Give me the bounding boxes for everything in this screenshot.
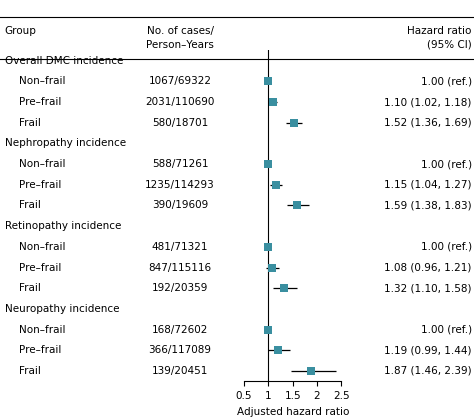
Text: 481/71321: 481/71321 [152,242,209,252]
Text: 1.00 (ref.): 1.00 (ref.) [420,76,472,86]
Text: Group: Group [5,26,36,36]
Text: 390/19609: 390/19609 [152,200,208,210]
Text: Non–frail: Non–frail [19,242,65,252]
Text: 1.59 (1.38, 1.83): 1.59 (1.38, 1.83) [384,200,472,210]
X-axis label: Adjusted hazard ratio: Adjusted hazard ratio [237,406,349,416]
Text: 1.19 (0.99, 1.44): 1.19 (0.99, 1.44) [384,345,472,355]
Text: 1.08 (0.96, 1.21): 1.08 (0.96, 1.21) [384,263,472,272]
Text: Frail: Frail [19,118,41,128]
Text: 1235/114293: 1235/114293 [145,180,215,190]
Text: 1.32 (1.10, 1.58): 1.32 (1.10, 1.58) [384,283,472,293]
Text: 580/18701: 580/18701 [152,118,208,128]
Text: 847/115116: 847/115116 [148,263,212,272]
Text: 1.00 (ref.): 1.00 (ref.) [420,159,472,169]
Text: No. of cases/
Person–Years: No. of cases/ Person–Years [146,26,214,50]
Text: Frail: Frail [19,283,41,293]
Text: Non–frail: Non–frail [19,325,65,334]
Text: Overall DMC incidence: Overall DMC incidence [5,56,123,66]
Text: Non–frail: Non–frail [19,76,65,86]
Text: Pre–frail: Pre–frail [19,263,61,272]
Text: Non–frail: Non–frail [19,159,65,169]
Text: Frail: Frail [19,200,41,210]
Text: 139/20451: 139/20451 [152,366,208,376]
Text: Hazard ratio
(95% CI): Hazard ratio (95% CI) [407,26,472,50]
Text: Retinopathy incidence: Retinopathy incidence [5,221,121,231]
Text: Neuropathy incidence: Neuropathy incidence [5,304,119,314]
Text: 1.15 (1.04, 1.27): 1.15 (1.04, 1.27) [384,180,472,190]
Text: 1.87 (1.46, 2.39): 1.87 (1.46, 2.39) [384,366,472,376]
Text: Nephropathy incidence: Nephropathy incidence [5,138,126,148]
Text: 2031/110690: 2031/110690 [146,97,215,107]
Text: 1.00 (ref.): 1.00 (ref.) [420,242,472,252]
Text: 1.00 (ref.): 1.00 (ref.) [420,325,472,334]
Text: 588/71261: 588/71261 [152,159,209,169]
Text: Frail: Frail [19,366,41,376]
Text: 1.52 (1.36, 1.69): 1.52 (1.36, 1.69) [384,118,472,128]
Text: Pre–frail: Pre–frail [19,345,61,355]
Text: 1.10 (1.02, 1.18): 1.10 (1.02, 1.18) [384,97,472,107]
Text: Pre–frail: Pre–frail [19,97,61,107]
Text: Pre–frail: Pre–frail [19,180,61,190]
Text: 168/72602: 168/72602 [152,325,208,334]
Text: 366/117089: 366/117089 [149,345,211,355]
Text: 192/20359: 192/20359 [152,283,208,293]
Text: 1067/69322: 1067/69322 [149,76,211,86]
